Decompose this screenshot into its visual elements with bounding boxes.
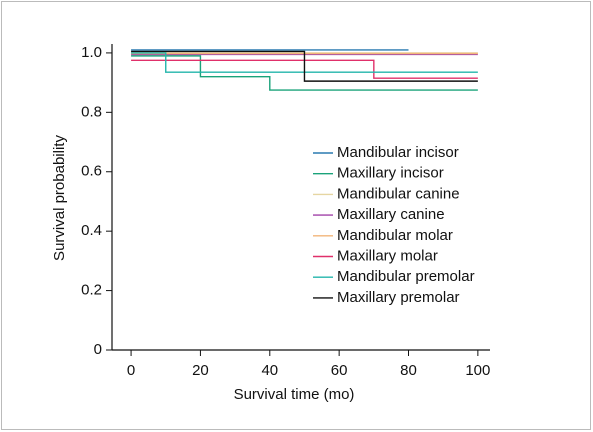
legend-label: Maxillary molar	[337, 247, 438, 264]
x-axis-title: Survival time (mo)	[234, 386, 355, 403]
x-tick-label: 60	[331, 362, 348, 379]
x-tick-label: 0	[127, 362, 135, 379]
legend-label: Mandibular canine	[337, 185, 460, 202]
y-tick-label: 0.8	[81, 103, 102, 120]
y-tick-label: 0	[94, 341, 102, 358]
y-tick-label: 0.4	[81, 222, 102, 239]
x-tick-label: 20	[192, 362, 209, 379]
survival-curve	[131, 55, 478, 91]
y-tick-label: 1.0	[81, 44, 102, 61]
x-tick-label: 100	[465, 362, 490, 379]
legend-label: Mandibular premolar	[337, 268, 475, 285]
legend-label: Maxillary premolar	[337, 289, 460, 306]
survival-curve	[131, 59, 478, 79]
legend-label: Mandibular incisor	[337, 144, 459, 161]
survival-curve	[131, 52, 478, 73]
legend-label: Mandibular molar	[337, 227, 453, 244]
legend-label: Maxillary incisor	[337, 165, 444, 182]
legend-label: Maxillary canine	[337, 206, 445, 223]
survival-curve	[131, 50, 478, 82]
y-axis-title: Survival probability	[51, 135, 68, 261]
y-tick-label: 0.6	[81, 163, 102, 180]
x-tick-label: 40	[261, 362, 278, 379]
y-tick-label: 0.2	[81, 282, 102, 299]
x-tick-label: 80	[400, 362, 417, 379]
